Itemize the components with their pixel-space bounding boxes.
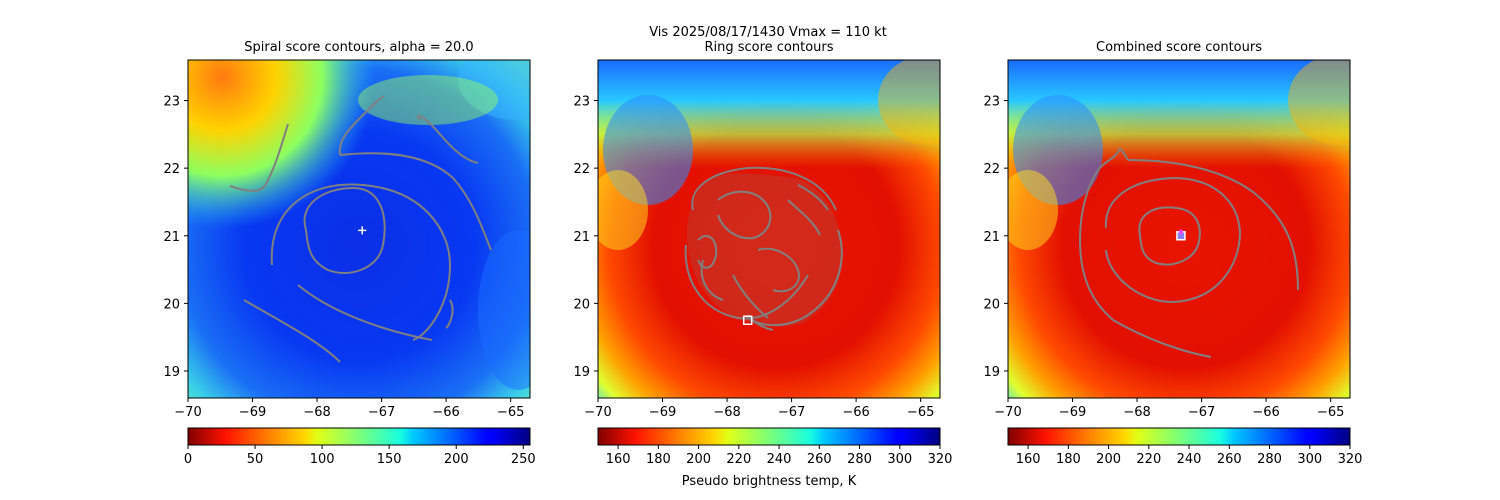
- spiral-y-tick-label: 22: [163, 162, 180, 177]
- combined-colorbar-tick-label: 220: [1136, 452, 1161, 467]
- ring-colorbar-tick-label: 180: [646, 452, 671, 467]
- ring-contours: [684, 166, 843, 331]
- ring-colorbar-tick-label: 260: [807, 452, 832, 467]
- combined-colorbar-tick-label: 200: [1096, 452, 1121, 467]
- combined-colorbar-tick-label: 260: [1217, 452, 1242, 467]
- combined-y-tick-label: 21: [983, 230, 1000, 245]
- combined-score-panel: Combined score contours −70 −69 −68 −67 −66−…: [983, 40, 1351, 420]
- combined-x-axis: −70 −69 −68 −67 −66 −65: [994, 398, 1344, 420]
- combined-x-tick-label: −69: [1059, 405, 1086, 420]
- ring-colorbar-tick-label: 280: [847, 452, 872, 467]
- ring-x-tick-label: −69: [649, 405, 676, 420]
- ring-x-axis: −70 −69 −68 −67 −66 −65: [584, 398, 934, 420]
- ring-score-image: [598, 60, 940, 398]
- ring-y-tick-label: 23: [573, 95, 590, 110]
- spiral-colorbar-tick-label: 200: [444, 452, 469, 467]
- ring-colorbar-tick-label: 200: [686, 452, 711, 467]
- combined-x-tick-label: −65: [1317, 405, 1344, 420]
- combined-panel-title: Combined score contours: [1096, 40, 1262, 55]
- spiral-score-panel: Spiral score contours, alpha = 20.0 −70−…: [163, 40, 531, 420]
- spiral-colorbar: 0 50 100 150 200 250: [184, 427, 536, 467]
- ring-score-panel: Ring score contours −70 −69 −68 −67 −66 −65 1…: [573, 40, 941, 420]
- spiral-x-axis: −70 −69 −68 −67 −66 −65: [174, 398, 524, 420]
- ring-colorbar: 160 180 200 220 240 260 280 300 320 Pseudo brigh…: [597, 427, 953, 489]
- combined-contours: [1078, 148, 1299, 358]
- combined-x-tick-label: −66: [1252, 405, 1279, 420]
- combined-colorbar-tick-label: 160: [1016, 452, 1041, 467]
- combined-x-tick-label: −68: [1123, 405, 1150, 420]
- spiral-axes-frame: [187, 59, 531, 399]
- spiral-panel-title: Spiral score contours, alpha = 20.0: [244, 40, 473, 55]
- ring-axes-frame: [597, 59, 941, 399]
- combined-colorbar-tick-label: 240: [1177, 452, 1202, 467]
- combined-x-tick-label: −67: [1188, 405, 1215, 420]
- combined-colorbar-gradient: [1007, 427, 1351, 446]
- ring-center-marker: [742, 315, 753, 326]
- spiral-y-axis: 19 20 21 22 23: [163, 95, 188, 380]
- combined-x-tick-label: −70: [994, 405, 1021, 420]
- combined-colorbar-tick-label: 180: [1056, 452, 1081, 467]
- ring-y-tick-label: 21: [573, 230, 590, 245]
- figure-suptitle: Vis 2025/08/17/1430 Vmax = 110 kt: [649, 25, 887, 40]
- combined-y-tick-label: 19: [983, 365, 1000, 380]
- spiral-x-tick-label: −67: [368, 405, 395, 420]
- combined-score-image: [1008, 60, 1350, 398]
- spiral-x-tick-label: −69: [239, 405, 266, 420]
- ring-colorbar-tick-label: 240: [767, 452, 792, 467]
- spiral-colorbar-tick-label: 0: [184, 452, 192, 467]
- ring-x-tick-label: −66: [842, 405, 869, 420]
- ring-colorbar-tick-label: 320: [928, 452, 953, 467]
- combined-center-dot: [1178, 229, 1184, 234]
- ring-y-tick-label: 19: [573, 365, 590, 380]
- spiral-x-tick-label: −70: [174, 405, 201, 420]
- spiral-colorbar-tick-label: 250: [511, 452, 536, 467]
- spiral-colorbar-tick-label: 100: [310, 452, 335, 467]
- spiral-score-image: [188, 60, 530, 398]
- ring-y-tick-label: 22: [573, 162, 590, 177]
- combined-y-tick-label: 22: [983, 162, 1000, 177]
- ring-colorbar-label: Pseudo brightness temp, K: [682, 474, 857, 489]
- ring-y-axis: 19 20 21 22 23: [573, 95, 598, 380]
- ring-colorbar-tick-label: 220: [726, 452, 751, 467]
- combined-colorbar-tick-label: 320: [1338, 452, 1363, 467]
- ring-x-tick-label: −70: [584, 405, 611, 420]
- spiral-colorbar-tick-label: 150: [377, 452, 402, 467]
- combined-colorbar-tick-label: 280: [1257, 452, 1282, 467]
- spiral-colorbar-tick-label: 50: [247, 452, 264, 467]
- spiral-colorbar-gradient: [187, 427, 531, 446]
- combined-y-tick-label: 23: [983, 95, 1000, 110]
- ring-colorbar-tick-label: 160: [606, 452, 631, 467]
- ring-colorbar-tick-label: 300: [887, 452, 912, 467]
- spiral-y-tick-label: 23: [163, 95, 180, 110]
- spiral-y-tick-label: 19: [163, 365, 180, 380]
- spiral-x-tick-label: −66: [432, 405, 459, 420]
- spiral-y-tick-label: 21: [163, 230, 180, 245]
- spiral-x-tick-label: −65: [497, 405, 524, 420]
- spiral-y-tick-label: 20: [163, 297, 180, 312]
- ring-y-tick-label: 20: [573, 297, 590, 312]
- combined-y-axis: 19 20 21 22 23: [983, 95, 1008, 380]
- ring-panel-title: Ring score contours: [704, 40, 833, 55]
- ring-colorbar-gradient: [597, 427, 941, 446]
- ring-x-tick-label: −68: [713, 405, 740, 420]
- combined-colorbar: 160 180 200 220 240 260 280 300 320: [1007, 427, 1363, 467]
- ring-x-tick-label: −67: [778, 405, 805, 420]
- spiral-contours: [229, 95, 492, 363]
- spiral-x-tick-label: −68: [303, 405, 330, 420]
- combined-axes-frame: [1007, 59, 1351, 399]
- combined-y-tick-label: 20: [983, 297, 1000, 312]
- combined-colorbar-tick-label: 300: [1297, 452, 1322, 467]
- ring-x-tick-label: −65: [907, 405, 934, 420]
- spiral-center-marker: [358, 226, 367, 235]
